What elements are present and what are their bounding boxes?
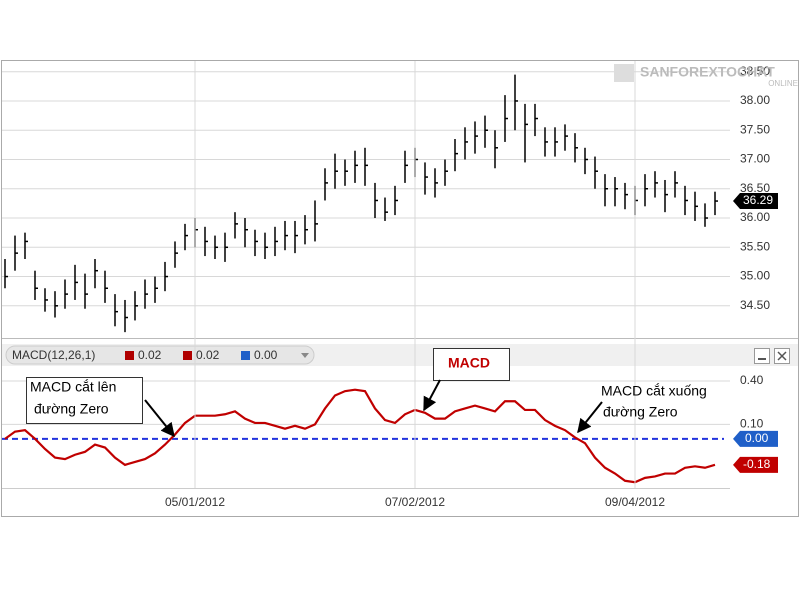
y-tick-label: 37.00: [740, 152, 770, 166]
y-tick-label: 35.50: [740, 239, 770, 253]
watermark-sub: ONLINE: [768, 79, 798, 88]
date-label: 07/02/2012: [385, 495, 445, 509]
y-tick-label: 36.00: [740, 210, 770, 224]
minimize-button[interactable]: [754, 348, 770, 364]
macd-line: [4, 388, 716, 484]
y-tick-label: 38.50: [740, 64, 770, 78]
zero-label: 0.00: [745, 431, 769, 445]
legend-value: 0.02: [196, 348, 220, 362]
y-tick-label: 36.50: [740, 181, 770, 195]
watermark: SANFOREXTOCHAT ONLINE: [614, 64, 798, 88]
annotation-text: MACD cắt lên: [30, 379, 116, 395]
legend-swatch: [241, 351, 250, 360]
last-price-label: 36.29: [743, 193, 773, 207]
date-label: 09/04/2012: [605, 495, 665, 509]
macd-legend-pill: [5, 345, 315, 365]
watermark-text: SANFOREXTOCHAT: [640, 64, 775, 80]
legend-value: 0.00: [254, 348, 278, 362]
legend-swatch: [183, 351, 192, 360]
y-tick-label: 34.50: [740, 298, 770, 312]
y-tick-label: 38.00: [740, 93, 770, 107]
zero-badge: [733, 430, 778, 447]
annotation-text: đường Zero: [603, 404, 678, 420]
y-tick-label: 0.10: [740, 417, 764, 431]
annotation-text: MACD: [448, 355, 490, 371]
annotation-box: [433, 348, 510, 381]
annotation-arrow: [577, 401, 603, 434]
legend-dropdown[interactable]: [301, 353, 309, 358]
watermark-logo: [614, 64, 634, 82]
macd-badge: [733, 456, 778, 473]
annotation-arrow: [144, 399, 175, 438]
chart-frame: [1, 60, 799, 517]
close-icon: [777, 351, 787, 361]
y-tick-label: 35.00: [740, 269, 770, 283]
date-label: 05/01/2012: [165, 495, 225, 509]
last-price-badge: [733, 193, 778, 210]
legend-value: 0.02: [138, 348, 162, 362]
annotation-text: MACD cắt xuống: [601, 383, 707, 399]
y-tick-label: 37.50: [740, 122, 770, 136]
macd-last-label: -0.18: [743, 457, 771, 471]
annotation-arrow: [423, 379, 441, 412]
annotation-text: đường Zero: [34, 401, 109, 417]
legend-swatch: [125, 351, 134, 360]
y-tick-label: 0.40: [740, 373, 764, 387]
annotation-box: [26, 377, 143, 424]
macd-title: MACD(12,26,1): [12, 348, 95, 362]
